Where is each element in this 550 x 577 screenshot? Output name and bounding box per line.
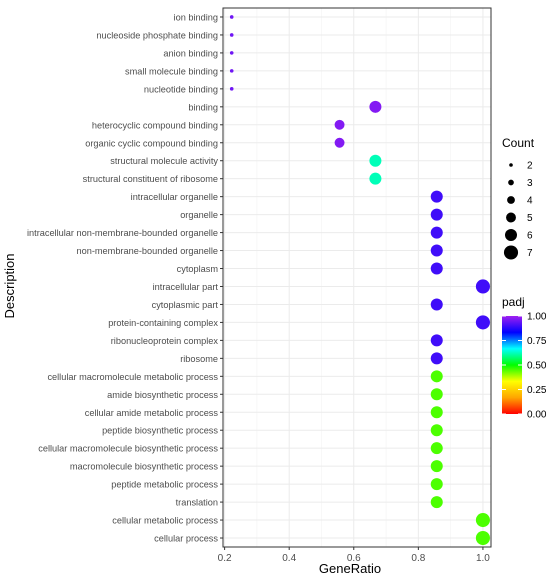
data-points	[229, 15, 490, 546]
data-point	[430, 442, 443, 455]
data-point	[430, 460, 443, 473]
data-point	[430, 370, 443, 383]
y-tick-label: ribosome	[180, 354, 218, 364]
y-axis-tick-labels: ion binding nucleoside phosphate binding a…	[27, 12, 223, 544]
y-tick-label: heterocyclic compound binding	[92, 120, 218, 130]
size-legend-label: 3	[527, 178, 533, 189]
color-legend-label: 0.00	[527, 410, 547, 421]
y-tick-label: structural molecule activity	[110, 156, 218, 166]
y-tick-label: small molecule binding	[125, 66, 218, 76]
y-tick-label: translation	[176, 498, 218, 508]
y-tick-label: macromolecule biosynthetic process	[70, 462, 218, 472]
color-legend-label: 0.75	[527, 336, 547, 347]
size-legend-title: Count	[502, 136, 535, 150]
x-tick-label: 0.8	[411, 553, 425, 564]
y-tick-label: intracellular non-membrane-bounded organ…	[27, 228, 218, 238]
data-point	[430, 262, 443, 275]
data-point	[430, 496, 443, 509]
data-point	[430, 478, 443, 491]
y-tick-label: cellular macromolecule biosynthetic proc…	[38, 444, 218, 454]
data-point	[229, 15, 234, 19]
data-point	[334, 137, 345, 148]
y-tick-label: peptide metabolic process	[111, 480, 218, 490]
y-tick-label: anion binding	[163, 48, 218, 58]
color-legend-label: 1.00	[527, 312, 547, 323]
x-tick-label: 0.2	[218, 553, 232, 564]
color-legend-label: 0.50	[527, 361, 547, 372]
size-legend-label: 2	[527, 161, 533, 172]
y-tick-label: structural constituent of ribosome	[83, 174, 218, 184]
size-legend-dot	[505, 229, 517, 241]
y-tick-label: cytoplasm	[177, 264, 219, 274]
size-legend-dot	[506, 212, 516, 223]
size-legend-dot	[503, 245, 519, 260]
data-point	[430, 334, 443, 347]
y-tick-label: nucleotide binding	[144, 84, 218, 94]
panel-border	[222, 7, 492, 548]
size-legend-dot	[508, 179, 514, 186]
x-axis-tick-labels: 0.2 0.4 0.6 0.8 1.0	[218, 547, 490, 564]
data-point	[430, 244, 443, 257]
size-legend-dot	[507, 196, 515, 204]
color-legend-title: padj	[502, 295, 525, 309]
size-legend-label: 6	[527, 231, 533, 242]
y-tick-label: nucleoside phosphate binding	[96, 30, 218, 40]
y-tick-label: cellular macromolecule metabolic process	[47, 372, 218, 382]
y-tick-label: peptide biosynthetic process	[102, 426, 218, 436]
data-point	[430, 424, 443, 437]
data-point	[334, 119, 345, 130]
y-tick-label: intracellular part	[153, 282, 219, 292]
size-legend-entries: 2 3 4 5 6 7	[503, 161, 533, 260]
data-point	[430, 298, 443, 311]
x-tick-label: 0.4	[282, 553, 296, 564]
data-point	[430, 406, 443, 419]
y-axis-label: Description	[2, 253, 17, 318]
x-tick-label: 0.6	[347, 553, 361, 564]
y-tick-label: cellular amide metabolic process	[85, 408, 219, 418]
data-point	[430, 352, 443, 365]
data-point	[430, 208, 443, 221]
y-tick-label: non-membrane-bounded organelle	[77, 246, 218, 256]
data-point	[229, 51, 234, 55]
color-legend-label: 0.25	[527, 385, 547, 396]
data-point	[369, 172, 382, 185]
data-point	[475, 315, 490, 330]
color-legend-ticks: 0.00 0.25 0.50 0.75 1.00	[502, 312, 547, 421]
data-point	[229, 69, 234, 73]
x-axis-label: GeneRatio	[319, 561, 381, 576]
y-tick-label: amide biosynthetic process	[107, 390, 218, 400]
data-point	[430, 388, 443, 401]
x-tick-label: 1.0	[476, 553, 490, 564]
y-tick-label: binding	[188, 102, 218, 112]
data-point	[229, 33, 234, 37]
y-tick-label: cytoplasmic part	[152, 300, 219, 310]
size-legend-label: 4	[527, 196, 533, 207]
size-legend-label: 7	[527, 248, 533, 259]
y-tick-label: protein-containing complex	[108, 318, 218, 328]
y-tick-label: intracellular organelle	[131, 192, 218, 202]
data-point	[430, 226, 443, 239]
size-legend-label: 5	[527, 213, 533, 224]
grid-lines	[223, 8, 491, 547]
y-tick-label: cellular process	[154, 534, 218, 544]
data-point	[229, 87, 234, 91]
data-point	[430, 190, 443, 203]
data-point	[475, 530, 490, 546]
data-point	[369, 100, 382, 113]
color-legend-bar	[502, 316, 522, 414]
data-point	[369, 154, 382, 167]
data-point	[475, 279, 490, 294]
y-tick-label: ribonucleoprotein complex	[111, 336, 219, 346]
y-tick-label: organic cyclic compound binding	[85, 138, 218, 148]
size-legend-dot	[509, 163, 513, 167]
y-tick-label: organelle	[180, 210, 218, 220]
y-tick-label: cellular metabolic process	[112, 516, 218, 526]
legend: Count 2 3 4 5 6 7 padj 0.00 0.25 0.50 0.75 1.00	[502, 136, 547, 421]
y-tick-label: ion binding	[174, 12, 218, 22]
data-point	[475, 513, 490, 528]
